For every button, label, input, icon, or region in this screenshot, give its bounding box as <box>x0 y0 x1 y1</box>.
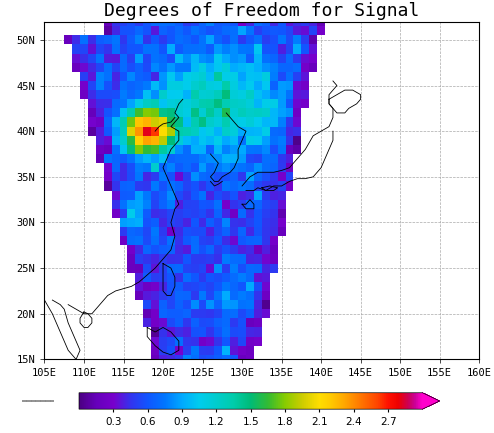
Title: Degrees of Freedom for Signal: Degrees of Freedom for Signal <box>104 2 419 20</box>
PathPatch shape <box>422 393 440 409</box>
